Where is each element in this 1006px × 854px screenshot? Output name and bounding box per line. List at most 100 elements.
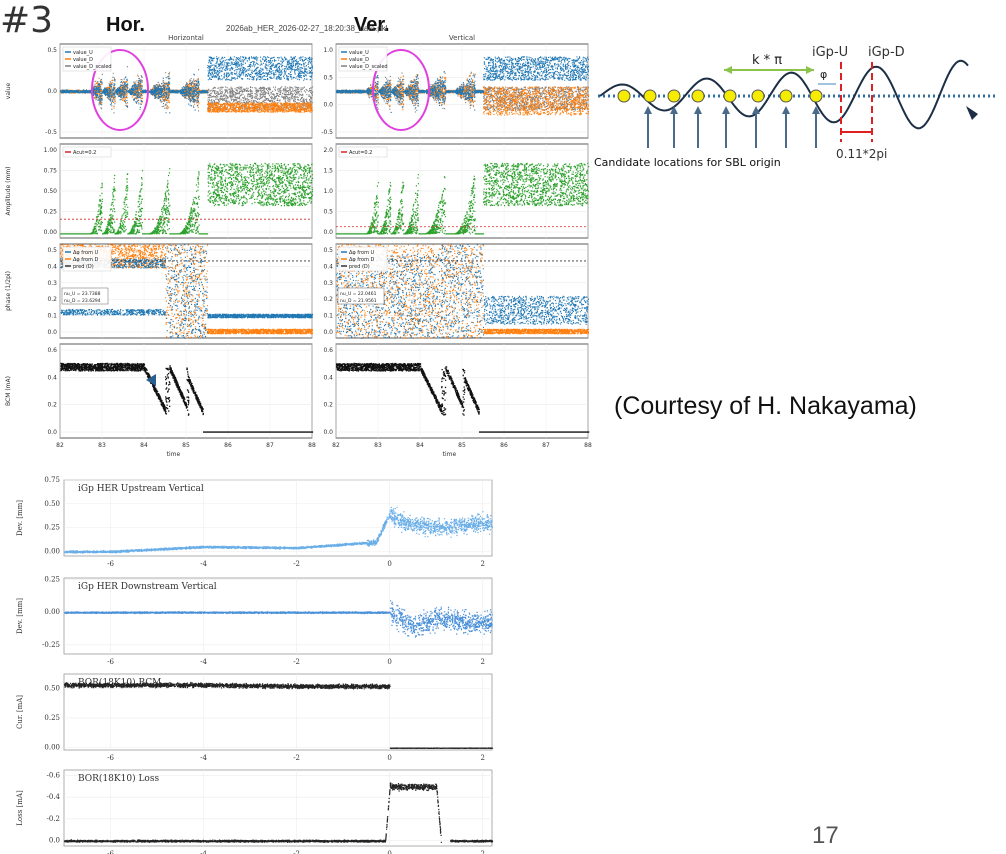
series-amplitude [336,162,590,235]
x-tick-label: 88 [308,442,316,449]
candidate-dot [643,89,657,103]
bottom-panel-3: -6 -4 -2 0 2 -0.6 -0.4 -0.2 0.0 Loss [mA] BOR(18K1… [16,769,494,854]
bottom-panel-2: -6 -4 -2 0 2 0.50 0.25 0.00 Cur. [mA] BOR(18K10) … [16,673,494,762]
y-axis-label: Dev. [mm] [16,500,24,536]
tune-box-text: nu_U = 23.7388 [64,291,101,297]
panel-title: iGp HER Downstream Vertical [78,582,217,592]
y-tick-label: 0.75 [44,476,60,484]
y-tick-label: 0.25 [44,209,58,216]
x-tick-label: 86 [500,442,508,449]
x-tick-label: -6 [107,658,114,666]
y-tick-label: 0.3 [323,280,333,287]
x-tick-label: 0 [387,658,391,666]
y-tick-label: 0.0 [49,837,60,845]
x-tick-label: 82 [56,442,64,449]
courtesy-note: (Courtesy of H. Nakayama) [614,392,917,420]
candidate-arrow-head [722,106,730,114]
data-filename: 2026ab_HER_2026-02-27_18:20:38_data.pkl [226,24,388,33]
igp-d-label: iGp-D [868,45,905,60]
y-tick-label: 0.5 [47,247,57,254]
vertical-header: Ver. [354,14,390,36]
y-tick-label: -0.4 [47,793,61,801]
top-panel-phase-left: 0.5 0.4 0.3 0.2 0.1 0.0 phase (1/2pi) nu_U = 23… [5,243,314,339]
y-tick-label: 0.2 [323,296,333,303]
x-tick-label: 84 [140,442,148,449]
x-tick-label: -6 [107,754,114,762]
marker-arrow [146,374,156,386]
y-tick-label: 0.1 [47,313,57,320]
x-tick-label: 84 [416,442,424,449]
candidate-dots [617,89,823,103]
legend-entry: Δφ from U [349,250,375,256]
x-tick-label: 83 [98,442,106,449]
panel-frame [63,769,493,847]
candidate-arrow-head [694,106,702,114]
y-tick-label: 2.0 [323,147,333,154]
x-tick-label: -4 [200,658,207,666]
y-axis-label: Dev. [mm] [16,598,24,634]
y-axis-label: Cur. [mA] [16,695,24,729]
x-tick-label: -6 [107,850,114,854]
candidate-arrow-head [782,106,790,114]
top-comparison-figure: Horizontal Vertical 0.5 0.0 -0.5 value value_U… [5,34,592,458]
tune-box-text: nu_U = 22.0461 [340,291,377,297]
y-tick-label: 1.0 [323,47,333,54]
tune-box [61,287,109,305]
highlight-ellipse [91,49,149,131]
wave-arrow-head [966,106,978,120]
k-pi-label: k * π [752,53,782,68]
x-tick-label: -2 [293,560,300,568]
legend-box [338,146,388,158]
x-tick-label: 2 [480,754,484,762]
x-tick-label: 0 [387,754,391,762]
y-tick-label: 0.6 [323,347,333,354]
y-tick-label: 0.00 [44,744,60,752]
candidate-dot [751,89,765,103]
x-tick-label: -4 [200,560,207,568]
x-tick-label: 2 [480,850,484,854]
candidate-arrow-head [670,106,678,114]
sbl-origin-diagram: k * π φ iGp-U iGp-D 0.11*2pi Candidate l… [594,45,998,169]
offset-label: 0.11*2pi [836,147,887,161]
x-tick-label: -2 [293,850,300,854]
slide-number-label: #3 [0,0,54,41]
y-tick-label: 1.0 [323,188,333,195]
legend-entry: Acut=0.2 [73,150,96,156]
x-axis-label: time [167,451,181,458]
y-axis-label: Loss [mA] [16,790,24,826]
y-tick-label: 0.50 [44,684,60,692]
legend-entry: value_D [73,57,93,63]
legend: Acut=0.2 [338,146,388,158]
x-tick-label: -4 [200,850,207,854]
bottom-panel-0: -6 -4 -2 0 2 0.75 0.50 0.25 0.00 Dev. [mm] iGp HER… [16,476,493,568]
y-tick-label: 0.5 [323,74,333,81]
panel-title: BOR(18K10) BCM [78,677,161,688]
panel-title: BOR(18K10) Loss [78,773,159,784]
y-tick-label: 0.4 [323,374,333,381]
y-tick-label: 1.5 [323,168,333,175]
top-panel-bcm-left: 0.6 0.4 0.2 0.0 82 83 84 85 86 87 88 BCM (mA) time [5,343,316,458]
x-tick-label: 86 [224,442,232,449]
right-column-title: Vertical [449,34,475,42]
tune-box-text: nu_D = 21.9561 [340,298,377,304]
x-tick-label: 85 [182,442,190,449]
candidate-arrow-head [752,106,760,114]
legend-entry: Δφ from D [349,257,375,263]
x-tick-label: -6 [107,560,114,568]
y-tick-label: 0.00 [44,547,60,555]
y-tick-label: 0.25 [44,524,60,532]
series-dphi-from-d [336,244,589,340]
y-tick-label: 0.00 [44,608,60,616]
oscillation-wave [599,59,969,130]
legend-entry: value_U [73,50,93,56]
legend-entry: Δφ from D [73,257,99,263]
left-column-title: Horizontal [168,34,204,42]
series-points [64,600,493,638]
x-tick-label: 87 [542,442,550,449]
y-tick-label: 0.0 [323,429,333,436]
legend-box [62,146,112,158]
legend-entry: value_U [349,50,369,56]
